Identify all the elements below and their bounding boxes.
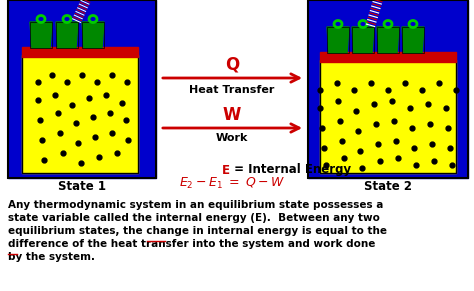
Bar bbox=[402, 27, 424, 53]
Polygon shape bbox=[402, 27, 424, 53]
Bar bbox=[8, 0, 156, 178]
Bar bbox=[308, 0, 468, 178]
Polygon shape bbox=[352, 27, 374, 53]
Text: State 2: State 2 bbox=[364, 180, 412, 193]
Polygon shape bbox=[56, 22, 78, 48]
Bar bbox=[22, 55, 138, 173]
Text: state variable called the internal energy (E).  Between any two: state variable called the internal energ… bbox=[8, 213, 380, 223]
Text: Work: Work bbox=[216, 133, 248, 143]
Text: Heat Transfer: Heat Transfer bbox=[189, 85, 275, 95]
Bar bbox=[320, 60, 456, 173]
Bar bbox=[377, 27, 399, 53]
Text: = Internal Energy: = Internal Energy bbox=[230, 164, 351, 177]
Text: equilibrium states, the change in internal energy is equal to the: equilibrium states, the change in intern… bbox=[8, 226, 387, 236]
Bar bbox=[56, 22, 78, 48]
Bar bbox=[30, 22, 52, 48]
Text: difference of the heat transfer into the system and work done: difference of the heat transfer into the… bbox=[8, 239, 375, 249]
Polygon shape bbox=[30, 22, 52, 48]
Bar bbox=[8, 0, 156, 178]
Bar bbox=[352, 27, 374, 53]
Bar bbox=[327, 27, 349, 53]
Bar bbox=[22, 55, 138, 173]
Text: Any thermodynamic system in an equilibrium state possesses a: Any thermodynamic system in an equilibri… bbox=[8, 200, 383, 210]
Polygon shape bbox=[327, 27, 349, 53]
Bar bbox=[320, 60, 456, 173]
Bar bbox=[308, 0, 468, 178]
Polygon shape bbox=[82, 22, 104, 48]
Text: State 1: State 1 bbox=[58, 180, 106, 193]
Text: W: W bbox=[223, 106, 241, 124]
Text: $E_2 - E_1\ =\ Q - W$: $E_2 - E_1\ =\ Q - W$ bbox=[179, 175, 285, 191]
Bar bbox=[82, 22, 104, 48]
Bar bbox=[22, 47, 138, 57]
Polygon shape bbox=[377, 27, 399, 53]
Text: E: E bbox=[222, 164, 230, 177]
Bar bbox=[320, 52, 456, 62]
Text: Q: Q bbox=[225, 56, 239, 74]
Text: by the system.: by the system. bbox=[8, 252, 95, 262]
